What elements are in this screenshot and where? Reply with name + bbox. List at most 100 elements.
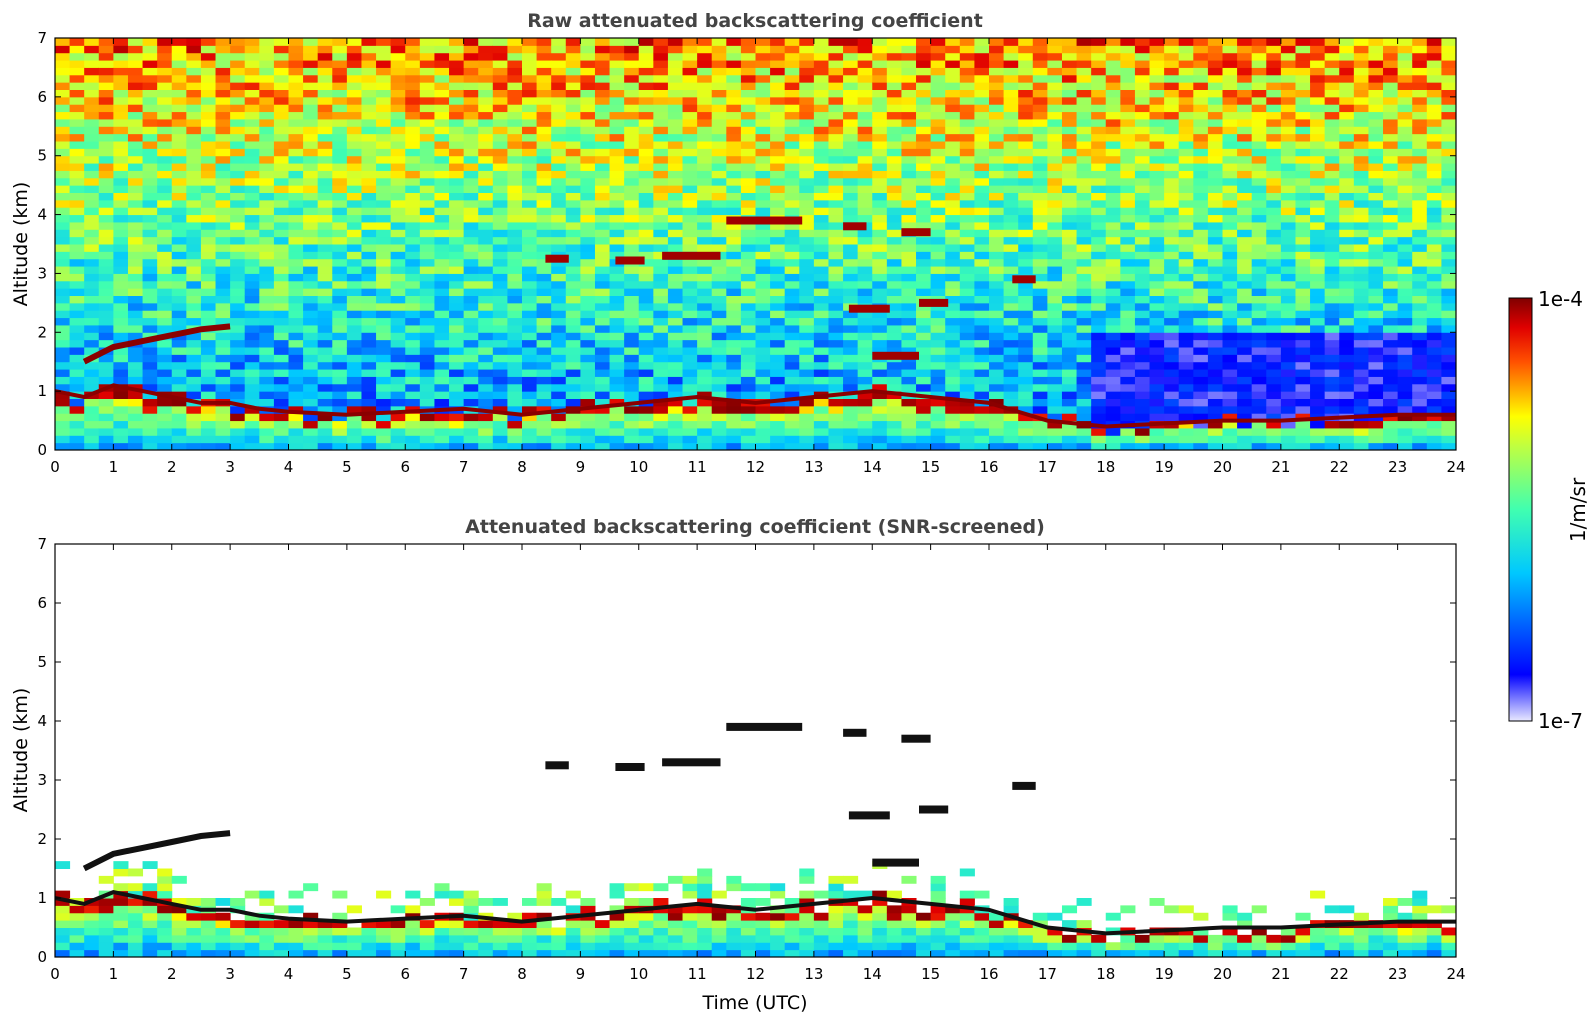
- heatmap-cell: [843, 214, 859, 223]
- heatmap-cell: [1193, 67, 1209, 76]
- heatmap-cell: [405, 317, 421, 326]
- heatmap-cell: [726, 133, 742, 142]
- heatmap-cell: [594, 229, 611, 238]
- heatmap-cell: [55, 347, 71, 355]
- heatmap-cell: [1164, 413, 1180, 422]
- heatmap-cell: [1251, 89, 1267, 98]
- heatmap-cell: [799, 244, 815, 252]
- heatmap-cell: [361, 148, 377, 157]
- heatmap-cell: [536, 141, 552, 149]
- heatmap-cell: [434, 118, 450, 127]
- heatmap-cell: [711, 133, 727, 142]
- heatmap-cell: [886, 141, 902, 149]
- heatmap-cell: [1178, 177, 1194, 186]
- heatmap-cell: [1310, 207, 1326, 216]
- heatmap-cell: [770, 207, 786, 216]
- heatmap-cell: [303, 185, 319, 193]
- heatmap-cell: [1193, 221, 1209, 230]
- heatmap-cell: [390, 442, 406, 451]
- heatmap-cell: [1105, 126, 1121, 135]
- heatmap-cell: [1047, 266, 1063, 274]
- heatmap-cell: [361, 280, 377, 289]
- heatmap-cell: [1237, 199, 1253, 208]
- heatmap-cell: [405, 192, 421, 201]
- heatmap-cell: [244, 126, 260, 135]
- heatmap-cell: [682, 126, 698, 135]
- heatmap-cell: [288, 427, 304, 436]
- heatmap-cell: [770, 104, 786, 113]
- heatmap-cell: [1120, 405, 1136, 414]
- heatmap-cell: [974, 302, 990, 311]
- heatmap-cell: [916, 347, 932, 355]
- heatmap-cell: [740, 89, 756, 98]
- heatmap-cell: [303, 82, 319, 90]
- heatmap-cell: [799, 361, 815, 370]
- heatmap-cell: [463, 163, 479, 171]
- heatmap-cell: [1266, 288, 1282, 296]
- heatmap-cell: [638, 207, 654, 216]
- heatmap-cell: [1149, 170, 1165, 179]
- heatmap-cell: [1061, 214, 1078, 223]
- heatmap-cell: [989, 148, 1005, 157]
- heatmap-cell: [653, 111, 669, 120]
- heatmap-cell: [1149, 60, 1165, 68]
- heatmap-cell: [463, 177, 479, 186]
- heatmap-cell: [1324, 420, 1340, 429]
- heatmap-cell: [492, 104, 508, 113]
- heatmap-cell: [434, 339, 450, 348]
- heatmap-cell: [886, 104, 902, 113]
- heatmap-cell: [376, 332, 392, 341]
- heatmap-cell: [711, 413, 727, 422]
- heatmap-cell: [594, 361, 611, 370]
- heatmap-cell: [536, 266, 552, 274]
- heatmap-cell: [405, 280, 421, 289]
- heatmap-cell: [609, 155, 625, 164]
- heatmap-cell: [507, 118, 523, 127]
- heatmap-cell: [376, 339, 392, 348]
- heatmap-cell: [419, 199, 435, 208]
- heatmap-cell: [1193, 170, 1209, 179]
- heatmap-cell: [697, 310, 713, 319]
- heatmap-cell: [434, 67, 450, 76]
- heatmap-cell: [609, 376, 625, 385]
- heatmap-cell: [69, 104, 85, 113]
- heatmap-cell: [259, 185, 275, 193]
- heatmap-cell: [1091, 221, 1107, 230]
- heatmap-cell: [886, 369, 902, 377]
- heatmap-cell: [930, 339, 946, 348]
- heatmap-cell: [1193, 258, 1209, 267]
- heatmap-cell: [230, 148, 246, 157]
- heatmap-cell: [1295, 60, 1311, 68]
- heatmap-cell: [755, 199, 771, 208]
- heatmap-cell: [711, 427, 727, 436]
- heatmap-cell: [157, 369, 173, 377]
- heatmap-cell: [186, 273, 202, 282]
- heatmap-cell: [813, 148, 829, 157]
- heatmap-cell: [98, 74, 114, 83]
- heatmap-cell: [959, 45, 975, 54]
- heatmap-cell: [522, 148, 538, 157]
- heatmap-cell: [1266, 207, 1282, 216]
- heatmap-cell: [886, 244, 902, 252]
- heatmap-cell: [843, 295, 859, 304]
- heatmap-cell: [828, 347, 844, 355]
- heatmap-cell: [1091, 258, 1107, 267]
- heatmap-cell: [390, 89, 406, 98]
- heatmap-cell: [1280, 170, 1296, 179]
- heatmap-cell: [565, 280, 581, 289]
- heatmap-cell: [565, 347, 581, 355]
- heatmap-cell: [1105, 185, 1121, 193]
- heatmap-cell: [434, 52, 450, 61]
- heatmap-cell: [98, 288, 114, 296]
- heatmap-cell: [113, 435, 129, 444]
- heatmap-cell: [1339, 170, 1355, 179]
- heatmap-cell: [813, 67, 829, 76]
- heatmap-cell: [230, 251, 246, 260]
- heatmap-cell: [624, 435, 640, 444]
- heatmap-cell: [1047, 405, 1063, 414]
- heatmap-cell: [303, 133, 319, 142]
- heatmap-cell: [1134, 251, 1151, 260]
- heatmap-cell: [565, 126, 581, 135]
- heatmap-cell: [1076, 126, 1092, 135]
- heatmap-cell: [303, 361, 319, 370]
